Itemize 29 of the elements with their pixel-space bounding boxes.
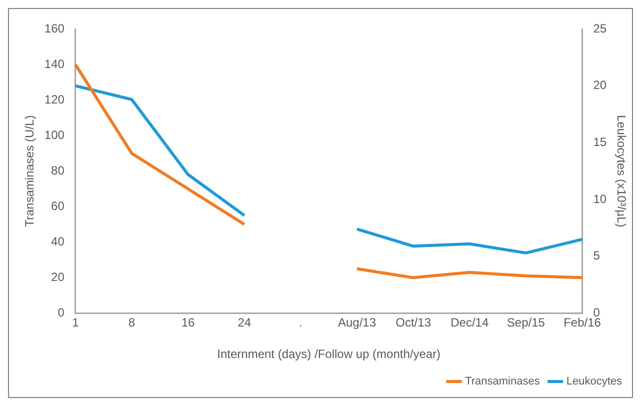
x-tick-label: . (299, 316, 302, 330)
y-tick-label: 80 (51, 163, 65, 178)
y-tick-label: 20 (51, 270, 65, 284)
y2-tick-label: 20 (593, 78, 607, 92)
legend-label: Transaminases (465, 376, 540, 388)
x-tick-label: Feb/16 (564, 316, 602, 330)
x-tick-label: Oct/13 (396, 316, 432, 330)
y-tick-label: 120 (44, 92, 65, 106)
legend-label: Leukocytes (566, 376, 622, 388)
x-tick-label: 8 (128, 316, 136, 330)
y2-tick-label: 10 (593, 192, 607, 206)
x-axis-title: Internment (days) /Follow up (month/year) (217, 347, 441, 362)
y2-tick-label: 15 (593, 134, 607, 149)
y-axis-title: Transaminases (U/L) (22, 115, 37, 227)
x-tick-label: Dec/14 (450, 316, 489, 330)
y-tick-label: 140 (44, 56, 65, 71)
y-tick-label: 160 (44, 21, 65, 36)
x-tick-label: 1 (72, 316, 80, 330)
y2-tick-label: 5 (593, 248, 600, 263)
x-tick-label: Sep/15 (506, 316, 546, 330)
y2-axis-title: Leukocytes (x10³/µL) (614, 114, 628, 228)
x-tick-label: 24 (238, 316, 252, 330)
y-tick-label: 0 (58, 306, 65, 320)
x-tick-label: 16 (181, 316, 196, 330)
y-tick-label: 60 (51, 198, 65, 213)
y-tick-label: 100 (44, 128, 65, 142)
y-tick-label: 40 (51, 234, 65, 248)
y2-tick-label: 25 (593, 21, 607, 36)
x-tick-label: Aug/13 (338, 316, 376, 330)
